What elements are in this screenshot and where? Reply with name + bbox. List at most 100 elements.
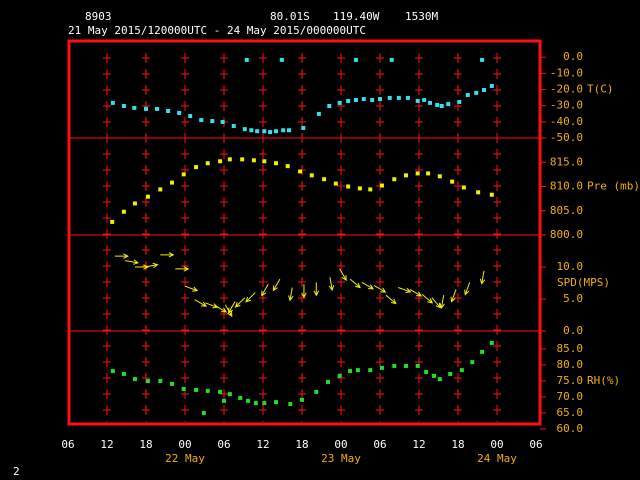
- y-tick-label: 65.0: [557, 406, 584, 419]
- data-point: [379, 183, 384, 188]
- wind-arrow: [194, 299, 207, 307]
- data-point: [231, 124, 236, 129]
- data-point: [461, 185, 466, 190]
- data-point: [327, 103, 332, 108]
- data-point: [392, 177, 397, 182]
- data-point: [246, 398, 251, 403]
- y-tick-label: -40.0: [550, 115, 583, 128]
- data-point: [405, 95, 410, 100]
- wind-arrow: [409, 288, 423, 297]
- data-point: [201, 411, 206, 415]
- data-point: [470, 360, 475, 365]
- data-point: [181, 387, 186, 391]
- data-point: [309, 173, 314, 178]
- data-point: [158, 379, 163, 383]
- wind-arrow: [234, 297, 246, 308]
- wind-arrow: [313, 282, 320, 297]
- y-tick-label: 0.0: [563, 50, 583, 63]
- wind-arrow: [373, 285, 387, 293]
- data-point: [353, 98, 358, 103]
- data-point: [181, 172, 186, 177]
- data-point: [205, 388, 210, 393]
- data-point: [474, 90, 479, 95]
- data-point: [253, 401, 258, 406]
- data-point: [155, 106, 160, 111]
- page-number: 2: [13, 465, 20, 478]
- wind-arrow: [214, 304, 228, 313]
- data-point: [222, 398, 226, 403]
- wind-arrow: [479, 270, 486, 285]
- data-point: [450, 179, 455, 184]
- wind-arrow: [349, 278, 361, 289]
- x-tick-label: 12: [100, 438, 113, 451]
- data-point: [268, 130, 273, 135]
- y-tick-label: -50.0: [550, 131, 583, 144]
- data-point: [392, 363, 397, 368]
- data-point: [422, 98, 427, 103]
- data-point: [132, 377, 137, 382]
- data-point: [389, 57, 394, 62]
- x-tick-label: 18: [139, 438, 152, 451]
- frame: [67, 39, 542, 426]
- y-tick-label: 800.0: [550, 228, 583, 241]
- x-tick-label: 00: [490, 438, 503, 451]
- data-point: [121, 371, 126, 376]
- data-point: [370, 98, 375, 103]
- data-point: [465, 92, 470, 97]
- y-tick-label: 810.0: [550, 180, 583, 193]
- data-point: [446, 102, 451, 107]
- wind-arrow: [301, 284, 307, 299]
- data-point: [476, 190, 481, 195]
- data-point: [489, 83, 494, 88]
- x-tick-label: 18: [451, 438, 464, 451]
- data-point: [415, 363, 420, 368]
- data-point: [121, 209, 126, 214]
- data-point: [177, 110, 182, 115]
- y-tick-label: -10.0: [550, 66, 583, 79]
- data-point: [132, 201, 137, 206]
- data-point: [227, 157, 232, 162]
- data-point: [249, 128, 254, 133]
- data-point: [240, 157, 245, 162]
- data-point: [281, 128, 286, 133]
- data-point: [322, 177, 327, 182]
- data-point: [404, 363, 408, 368]
- data-point: [166, 109, 171, 114]
- data-point: [357, 186, 362, 191]
- data-point: [298, 169, 303, 174]
- data-point: [379, 365, 384, 370]
- data-point: [145, 379, 150, 383]
- x-tick-label: 00: [178, 438, 191, 451]
- data-point: [415, 171, 420, 176]
- data-point: [279, 57, 284, 62]
- data-point: [227, 392, 232, 397]
- data-point: [238, 395, 243, 400]
- data-point: [199, 118, 204, 123]
- data-point: [480, 349, 485, 354]
- y-tick-label: 75.0: [557, 374, 584, 387]
- y-tick-label: 10.0: [557, 260, 584, 273]
- data-point: [378, 97, 382, 102]
- data-point: [251, 158, 256, 163]
- wind-arrow: [245, 292, 256, 303]
- data-point: [210, 119, 215, 124]
- y-tick-label: 0.0: [563, 324, 583, 337]
- y-tick-label: -30.0: [550, 99, 583, 112]
- data-point: [220, 119, 225, 124]
- data-point: [355, 368, 360, 373]
- data-point: [194, 165, 199, 170]
- data-point: [314, 389, 319, 394]
- x-tick-label: 00: [334, 438, 347, 451]
- elevation: 1530M: [405, 10, 438, 23]
- data-point: [346, 184, 351, 189]
- wind-arrow: [261, 284, 269, 297]
- wind-arrow: [385, 294, 397, 305]
- y-tick-label: 60.0: [557, 422, 584, 435]
- wind-arrow: [227, 301, 236, 314]
- wind-arrow: [144, 262, 159, 269]
- data-point: [110, 100, 115, 105]
- data-point: [316, 111, 321, 116]
- data-point: [205, 161, 210, 166]
- day-label: 23 May: [321, 452, 361, 465]
